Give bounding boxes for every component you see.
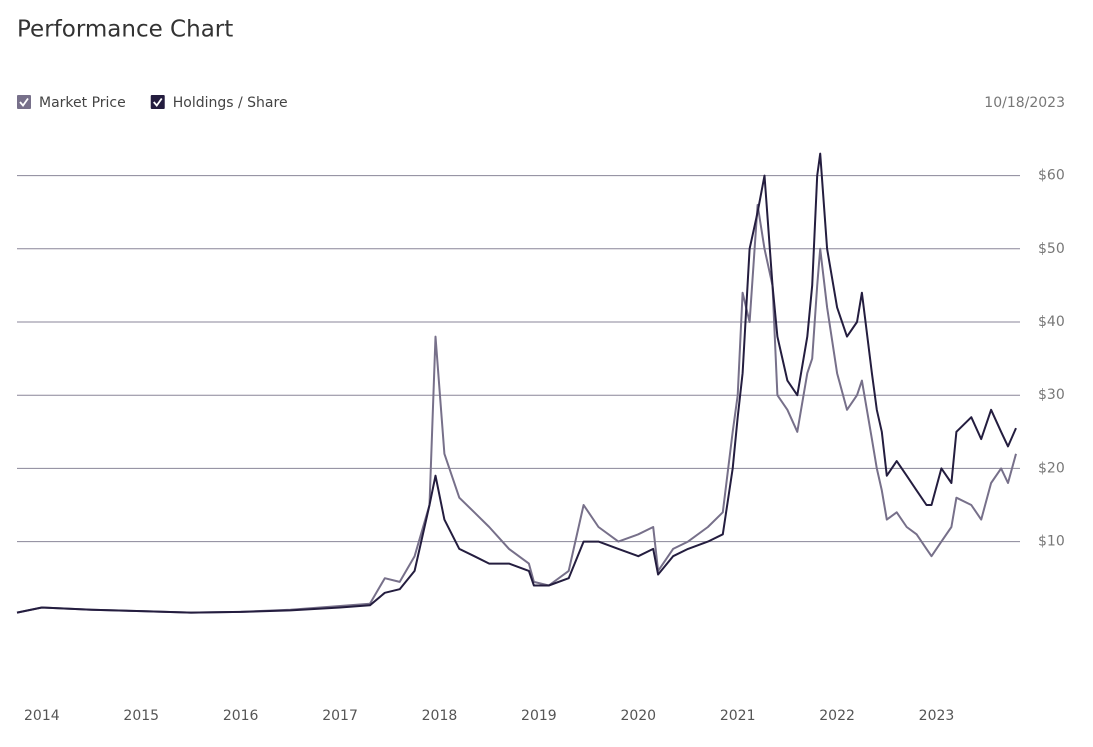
x-tick-label: 2014: [24, 708, 60, 724]
x-tick-label: 2020: [620, 708, 656, 724]
x-tick-label: 2015: [123, 708, 159, 724]
as-of-date: 10/18/2023: [984, 95, 1065, 111]
y-tick-label: $50: [1038, 241, 1065, 257]
legend-label[interactable]: Market Price: [39, 95, 126, 111]
x-tick-label: 2017: [322, 708, 358, 724]
series-line: [16, 152, 1017, 614]
chart-title: Performance Chart: [17, 17, 233, 43]
y-tick-label: $60: [1038, 168, 1065, 184]
y-tick-label: $30: [1038, 387, 1065, 403]
x-tick-label: 2016: [223, 708, 259, 724]
legend-checkbox[interactable]: [17, 95, 31, 109]
y-tick-label: $10: [1038, 534, 1065, 550]
y-tick-label: $40: [1038, 314, 1065, 330]
legend-check: [153, 97, 163, 107]
series-line: [16, 203, 1017, 614]
x-tick-label: 2018: [422, 708, 458, 724]
legend-checkbox[interactable]: [150, 95, 165, 109]
x-tick-label: 2019: [521, 708, 557, 724]
legend-label[interactable]: Holdings / Share: [173, 95, 288, 111]
x-tick-label: 2021: [720, 708, 756, 724]
y-tick-label: $20: [1038, 460, 1065, 476]
x-tick-label: 2023: [919, 708, 955, 724]
x-tick-label: 2022: [819, 708, 855, 724]
legend-check: [19, 97, 29, 107]
